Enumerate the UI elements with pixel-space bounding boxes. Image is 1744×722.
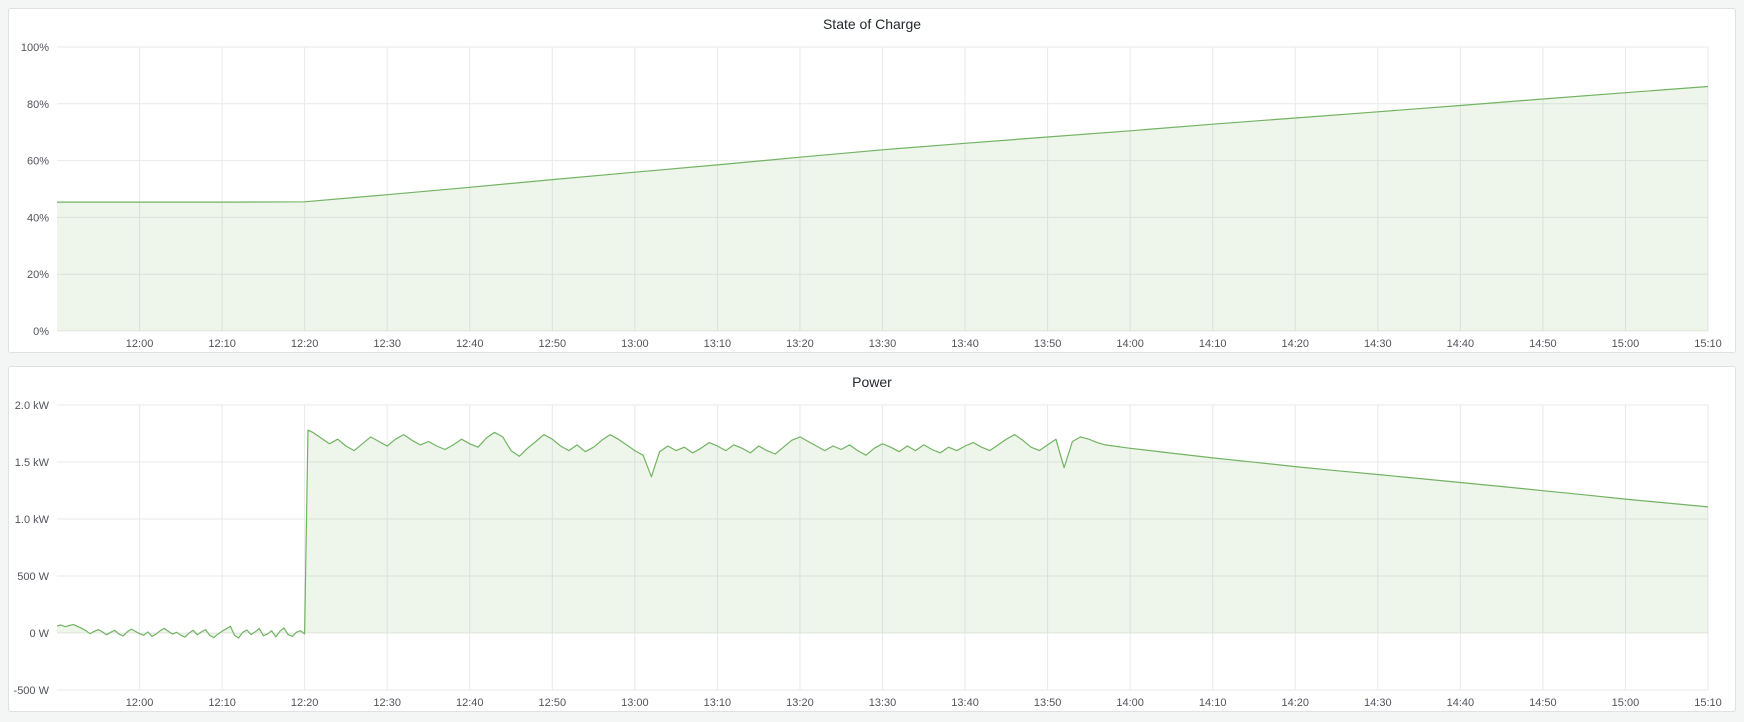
x-tick-label: 13:20 [786,697,814,709]
y-tick-label: 2.0 kW [15,400,50,412]
x-tick-label: 14:40 [1447,697,1475,709]
series-line [56,429,1709,639]
x-tick-label: 14:50 [1529,338,1557,350]
chart-power[interactable]: -500 W 0 W 500 W 1.0 kW 1.5 kW 2.0 kW 12:00 12:… [9,397,1735,711]
x-tick-label: 13:40 [951,338,979,350]
x-tick-label: 13:10 [704,697,732,709]
y-tick-label: 100% [21,42,49,54]
panel-title-power[interactable]: Power [852,374,892,390]
x-tick-label: 12:10 [208,697,236,709]
x-tick-label: 12:40 [456,697,484,709]
x-tick-label: 15:00 [1612,338,1640,350]
x-tick-label: 13:50 [1034,697,1062,709]
x-tick-label: 14:20 [1281,697,1309,709]
chart-state-of-charge[interactable]: 0% 20% 40% 60% 80% 100% 12:00 12:10 12:20 12:30 12… [9,39,1735,352]
x-tick-label: 15:00 [1612,697,1640,709]
x-tick-label: 14:30 [1364,697,1392,709]
y-tick-label: 500 W [17,571,49,583]
x-tick-label: 14:10 [1199,697,1227,709]
y-tick-label: 0 W [29,628,49,640]
x-tick-label: 14:00 [1116,697,1144,709]
x-tick-label: 12:50 [539,338,567,350]
series-line [57,85,1709,203]
x-tick-label: 12:20 [291,697,319,709]
x-tick-label: 13:00 [621,338,649,350]
x-tick-label: 12:00 [126,697,154,709]
y-tick-label: 1.5 kW [15,457,50,469]
x-tick-label: 14:10 [1199,338,1227,350]
x-tick-label: 13:10 [704,338,732,350]
x-tick-label: 12:20 [291,338,319,350]
x-tick-label: 15:10 [1694,338,1722,350]
panel-power: Power -500 W 0 W 500 W 1.0 kW 1.5 kW 2.0 kW 12… [8,366,1736,712]
y-tick-label: 40% [27,212,49,224]
y-tick-label: -500 W [14,685,50,697]
y-tick-label: 20% [27,269,49,281]
x-tick-label: 12:30 [373,338,401,350]
x-tick-label: 14:50 [1529,697,1557,709]
x-tick-label: 13:30 [869,338,897,350]
x-tick-label: 14:20 [1281,338,1309,350]
x-tick-label: 14:00 [1116,338,1144,350]
x-tick-label: 12:10 [208,338,236,350]
x-tick-label: 12:30 [373,697,401,709]
x-tick-label: 14:40 [1447,338,1475,350]
x-tick-label: 14:30 [1364,338,1392,350]
x-tick-label: 12:40 [456,338,484,350]
y-tick-label: 0% [33,326,49,338]
y-tick-label: 60% [27,156,49,168]
x-tick-label: 12:00 [126,338,154,350]
x-tick-label: 12:50 [539,697,567,709]
panel-state-of-charge: State of Charge 0% 20% 40% 60% 80% 100% 12:00 1… [8,8,1736,353]
series-area [57,430,1708,638]
series-area [57,86,1708,331]
x-tick-label: 13:50 [1034,338,1062,350]
x-tick-label: 13:30 [869,697,897,709]
y-tick-label: 80% [27,99,49,111]
x-tick-label: 15:10 [1694,697,1722,709]
x-tick-label: 13:20 [786,338,814,350]
panel-title-state-of-charge[interactable]: State of Charge [822,16,922,32]
y-tick-label: 1.0 kW [15,514,50,526]
x-tick-label: 13:40 [951,697,979,709]
x-tick-label: 13:00 [621,697,649,709]
